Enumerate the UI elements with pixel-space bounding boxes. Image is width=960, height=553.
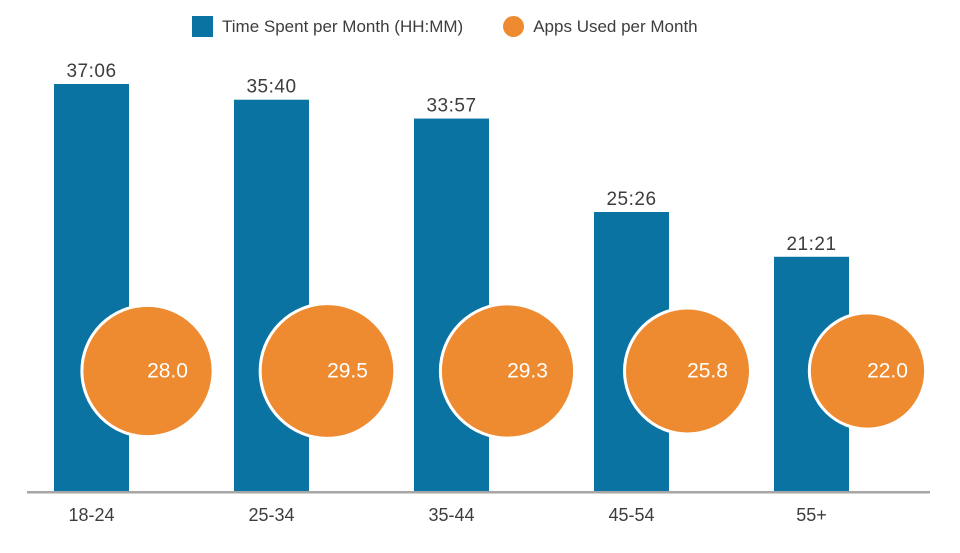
bar-35-44 [414,118,489,491]
x-tick-label-35-44: 35-44 [428,505,474,525]
bubble-35-44 [438,302,577,440]
chart-legend: Time Spent per Month (HH:MM) Apps Used p… [192,16,698,37]
bubble-value-label-35-44: 29.3 [507,360,548,383]
bar-value-label-35-44: 33:57 [426,96,476,117]
bubble-value-label-55plus: 22.0 [867,360,908,383]
bar-value-label-45-54: 25:26 [606,189,656,210]
x-tick-label-55plus: 55+ [796,505,827,525]
x-tick-label-25-34: 25-34 [248,505,294,525]
bubble-value-label-25-34: 29.5 [327,360,368,383]
x-tick-label-18-24: 18-24 [68,505,114,525]
bubble-25-34 [258,302,397,440]
bubble-55plus [807,311,928,431]
bubble-value-label-45-54: 25.8 [687,360,728,383]
bubble-18-24 [80,303,215,439]
time-spent-legend-swatch-icon [192,16,213,37]
bar-value-label-18-24: 37:06 [66,61,116,82]
bubble-value-label-18-24: 28.0 [147,360,188,383]
apps-used-legend-swatch-icon [503,16,525,37]
legend-item-apps-used: Apps Used per Month [503,16,698,37]
legend-item-time-spent: Time Spent per Month (HH:MM) [192,16,463,37]
legend-label-apps-used: Apps Used per Month [533,16,698,36]
bar-value-label-25-34: 35:40 [246,77,296,98]
bar-value-label-55plus: 21:21 [786,234,836,255]
legend-label-time-spent: Time Spent per Month (HH:MM) [222,16,464,36]
x-tick-label-45-54: 45-54 [608,505,654,525]
bubble-45-54 [623,306,752,436]
